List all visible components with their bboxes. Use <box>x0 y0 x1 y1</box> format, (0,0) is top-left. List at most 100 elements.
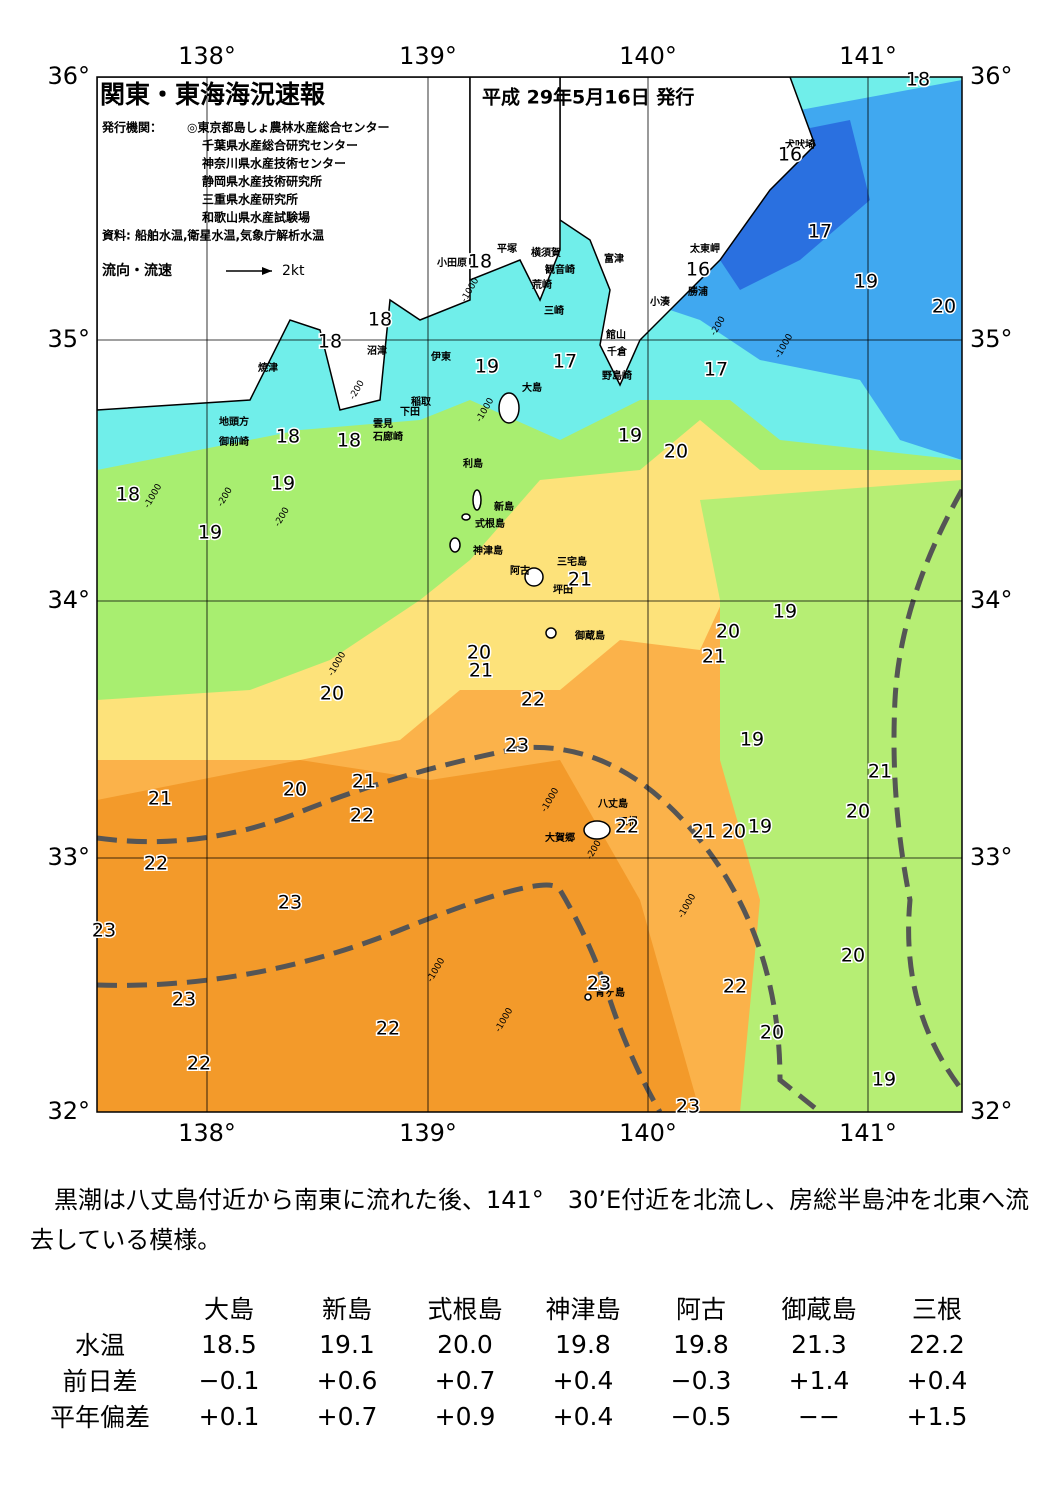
temp-label: 20 <box>716 621 740 643</box>
lat-label: 36° <box>970 62 1013 90</box>
row-label: 水温 <box>74 1331 125 1360</box>
temp-label: 21 <box>148 788 172 810</box>
place-name: 野島崎 <box>602 369 632 382</box>
temp-label: 18 <box>906 69 930 91</box>
kuroshio-axis <box>97 882 663 1112</box>
lat-label: 35° <box>47 325 90 353</box>
land-miura <box>469 77 561 302</box>
issuer: 神奈川県水産技術センター <box>202 156 346 171</box>
place-name: 八丈島 <box>597 797 628 810</box>
table-cell: 19.1 <box>319 1329 375 1359</box>
temp-label: 19 <box>872 1069 896 1091</box>
graticule <box>97 77 962 1112</box>
temp-label: 19 <box>271 473 295 495</box>
temp-label: 20 <box>841 945 865 967</box>
temp-label: 22 <box>723 976 747 998</box>
place-name: 三宅島 <box>557 555 587 568</box>
table-cell: −0.5 <box>670 1401 732 1431</box>
legend-speed: 2kt <box>282 263 305 279</box>
temp-label: 17 <box>704 359 728 381</box>
table-cell: −0.3 <box>670 1365 732 1395</box>
table-cell: 22.2 <box>909 1329 965 1359</box>
column-header: 新島 <box>321 1295 372 1324</box>
place-name: 沼津 <box>367 344 387 357</box>
summary: 黒潮は八丈島付近から南東に流れた後、141° 30’E付近を北流し、房総半島沖を… <box>30 1186 1030 1254</box>
lat-label: 34° <box>970 586 1013 614</box>
data-row: 平年偏差 +0.1 +0.7 +0.9 +0.4 −0.5 −− +1.5 <box>30 1398 996 1434</box>
legend-label: 流向・流速 <box>102 262 172 279</box>
map-title: 関東・東海海況速報 <box>100 80 326 109</box>
kuroshio-axis <box>97 744 822 1112</box>
table-cell: +0.4 <box>906 1365 968 1395</box>
column-header: 阿古 <box>675 1295 726 1324</box>
table-cell: +0.4 <box>552 1365 614 1395</box>
table-cell: +0.4 <box>552 1401 614 1431</box>
temp-label: 22 <box>615 816 639 838</box>
issue-date: 平成 29年5月16日 発行 <box>482 86 694 109</box>
temp-label: 19 <box>198 522 222 544</box>
temp-label: 17 <box>553 351 577 373</box>
issuer: 三重県水産研究所 <box>202 192 298 207</box>
header-row: 大島 新島 式根島 神津島 阿古 御蔵島 三根 <box>30 1290 996 1326</box>
place-name: 神津島 <box>473 544 503 557</box>
islands <box>449 392 611 1001</box>
lon-label: 140° <box>619 42 677 70</box>
column-header: 大島 <box>203 1295 254 1324</box>
temp-label: 23 <box>172 989 196 1011</box>
temp-label: 19 <box>475 356 499 378</box>
temp-label: 20 <box>664 441 688 463</box>
zone-19-east <box>700 480 962 1112</box>
place-name: 館山 <box>605 328 626 341</box>
lon-label: 141° <box>839 42 897 70</box>
temp-label: 20 <box>722 821 746 843</box>
column-header: 式根島 <box>427 1295 503 1324</box>
lon-label: 138° <box>178 42 236 70</box>
lon-label: 139° <box>399 42 457 70</box>
table-cell: +0.1 <box>198 1401 260 1431</box>
temp-label: 16 <box>778 144 802 166</box>
temp-label: 22 <box>144 853 168 875</box>
temp-label: 22 <box>376 1018 400 1040</box>
temp-label: 22 <box>350 805 374 827</box>
table-cell: −0.1 <box>198 1365 260 1395</box>
place-name: 富津 <box>604 252 624 265</box>
table-cell: −− <box>798 1401 840 1431</box>
table-cell: +1.5 <box>906 1401 968 1431</box>
lat-label: 33° <box>47 843 90 871</box>
place-name: 坪田 <box>553 583 573 596</box>
table-cell: +1.4 <box>788 1365 850 1395</box>
temp-label: 18 <box>276 426 300 448</box>
place-name: 下田 <box>400 406 420 418</box>
table-cell: +0.6 <box>316 1365 378 1395</box>
place-name: 犬吠埼 <box>785 138 815 151</box>
table-cell: +0.7 <box>316 1401 378 1431</box>
source: 資料: 船舶水温,衛星水温,気象庁解析水温 <box>102 228 324 243</box>
row-label: 平年偏差 <box>49 1403 150 1432</box>
place-name: 千倉 <box>607 345 628 358</box>
lat-label: 32° <box>970 1097 1013 1125</box>
temp-label: 21 <box>352 771 376 793</box>
place-name: 御蔵島 <box>574 629 605 642</box>
table-cell: +0.9 <box>434 1401 496 1431</box>
data-row: 水温 18.5 19.1 20.0 19.8 19.8 21.3 22.2 <box>30 1326 996 1362</box>
place-name: 観音崎 <box>545 263 575 276</box>
temp-label: 20 <box>467 642 491 664</box>
data-row: 前日差 −0.1 +0.6 +0.7 +0.4 −0.3 +1.4 +0.4 <box>30 1362 996 1398</box>
lat-label: 35° <box>970 325 1013 353</box>
row-label: 前日差 <box>62 1367 138 1396</box>
zone-17 <box>640 80 962 460</box>
temp-label: 19 <box>773 601 797 623</box>
place-name: 大島 <box>522 381 542 394</box>
lon-label: 140° <box>619 1119 677 1147</box>
column-header: 神津島 <box>545 1295 621 1324</box>
temp-label: 19 <box>740 729 764 751</box>
place-name: 石廊崎 <box>372 430 403 443</box>
issuer: 和歌山県水産試験場 <box>201 210 310 225</box>
station-table: 大島 新島 式根島 神津島 阿古 御蔵島 三根 水温 18.5 19.1 20.0 19.8 19.8 2… <box>30 1290 996 1434</box>
place-name: 三崎 <box>544 304 564 317</box>
temp-label: 16 <box>686 259 710 281</box>
table-cell: 18.5 <box>201 1329 257 1359</box>
temp-label: 23 <box>676 1096 700 1118</box>
place-name: 平塚 <box>497 242 517 255</box>
